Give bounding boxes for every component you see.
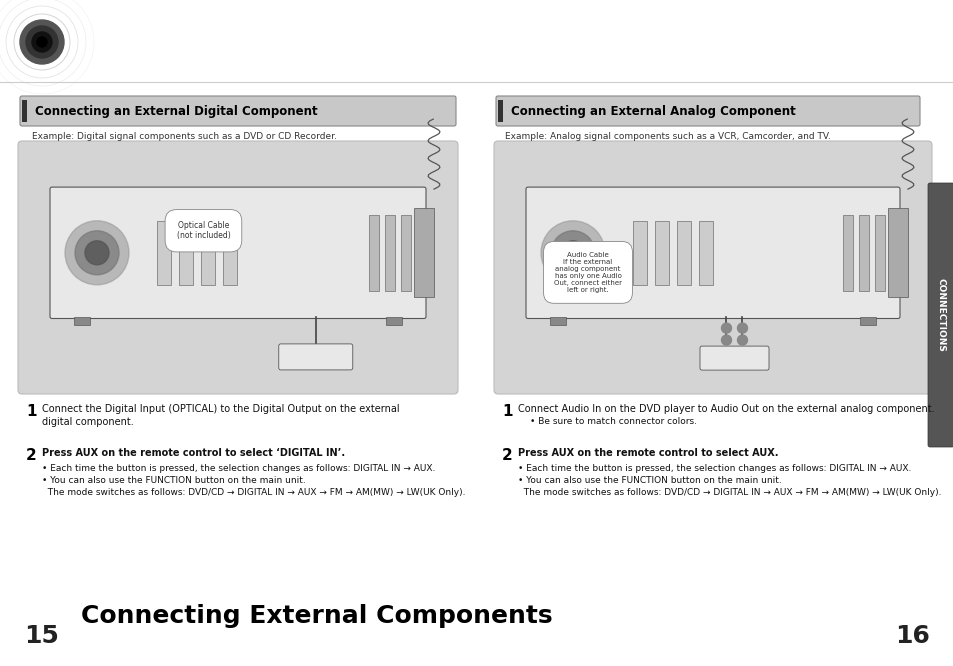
FancyBboxPatch shape — [927, 183, 953, 447]
Bar — [655, 221, 668, 284]
Bar — [677, 221, 690, 284]
Text: Example: Digital signal components such as a DVD or CD Recorder.: Example: Digital signal components such … — [32, 132, 336, 141]
Text: Optical Cable
(not included): Optical Cable (not included) — [176, 221, 230, 240]
Circle shape — [26, 26, 58, 58]
Circle shape — [85, 241, 109, 265]
Text: CONNECTIONS: CONNECTIONS — [936, 278, 944, 352]
FancyBboxPatch shape — [18, 141, 457, 394]
Bar — [386, 316, 401, 324]
Bar — [201, 221, 214, 284]
Text: Connect the Digital Input (OPTICAL) to the Digital Output on the external: Connect the Digital Input (OPTICAL) to t… — [42, 404, 399, 414]
Text: • Be sure to match connector colors.: • Be sure to match connector colors. — [530, 417, 697, 426]
Bar — [550, 316, 565, 324]
Circle shape — [75, 231, 119, 275]
Text: • Each time the button is pressed, the selection changes as follows: DIGITAL IN : • Each time the button is pressed, the s… — [517, 464, 910, 473]
Circle shape — [737, 323, 747, 333]
Circle shape — [551, 231, 595, 275]
Bar — [887, 208, 907, 298]
Text: 2: 2 — [26, 448, 37, 463]
Text: digital component.: digital component. — [42, 417, 133, 427]
Circle shape — [37, 37, 47, 47]
Circle shape — [65, 221, 129, 285]
Text: Press AUX on the remote control to select ‘DIGITAL IN’.: Press AUX on the remote control to selec… — [42, 448, 345, 458]
Bar — [74, 316, 90, 324]
Bar — [179, 221, 193, 284]
Circle shape — [720, 335, 731, 345]
Bar — [842, 214, 852, 291]
Bar — [874, 214, 884, 291]
Bar — [385, 214, 395, 291]
Text: The mode switches as follows: DVD/CD → DIGITAL IN → AUX → FM → AM(MW) → LW(UK On: The mode switches as follows: DVD/CD → D… — [517, 488, 941, 497]
Bar — [157, 221, 171, 284]
Text: 2: 2 — [501, 448, 512, 463]
Text: Connecting External Components: Connecting External Components — [81, 604, 552, 628]
Bar — [859, 316, 875, 324]
Text: 1: 1 — [26, 404, 36, 419]
Text: Audio Cable
If the external
analog component
has only one Audio
Out, connect eit: Audio Cable If the external analog compo… — [554, 252, 621, 293]
Circle shape — [540, 221, 604, 285]
FancyBboxPatch shape — [20, 96, 456, 126]
Text: Example: Analog signal components such as a VCR, Camcorder, and TV.: Example: Analog signal components such a… — [504, 132, 830, 141]
Bar — [22, 100, 27, 122]
Circle shape — [560, 241, 584, 265]
FancyBboxPatch shape — [496, 96, 919, 126]
Text: 16: 16 — [894, 624, 929, 648]
FancyBboxPatch shape — [278, 344, 353, 370]
Text: The mode switches as follows: DVD/CD → DIGITAL IN → AUX → FM → AM(MW) → LW(UK On: The mode switches as follows: DVD/CD → D… — [42, 488, 465, 497]
FancyBboxPatch shape — [494, 141, 931, 394]
Text: Press AUX on the remote control to select AUX.: Press AUX on the remote control to selec… — [517, 448, 778, 458]
Bar — [400, 214, 411, 291]
Circle shape — [720, 323, 731, 333]
Text: • You can also use the FUNCTION button on the main unit.: • You can also use the FUNCTION button o… — [42, 476, 305, 485]
FancyBboxPatch shape — [525, 187, 899, 318]
Bar — [699, 221, 712, 284]
Text: 15: 15 — [24, 624, 59, 648]
Circle shape — [32, 32, 52, 52]
Bar — [369, 214, 378, 291]
FancyBboxPatch shape — [700, 346, 768, 370]
Bar — [414, 208, 434, 298]
FancyBboxPatch shape — [50, 187, 426, 318]
Text: Connecting an External Digital Component: Connecting an External Digital Component — [35, 105, 317, 117]
Bar — [633, 221, 646, 284]
Circle shape — [20, 20, 64, 64]
Bar — [497, 100, 502, 122]
Bar — [858, 214, 868, 291]
Circle shape — [737, 335, 747, 345]
Text: • Each time the button is pressed, the selection changes as follows: DIGITAL IN : • Each time the button is pressed, the s… — [42, 464, 435, 473]
Text: • You can also use the FUNCTION button on the main unit.: • You can also use the FUNCTION button o… — [517, 476, 781, 485]
Text: Connecting an External Analog Component: Connecting an External Analog Component — [511, 105, 795, 117]
Text: Connect Audio In on the DVD player to Audio Out on the external analog component: Connect Audio In on the DVD player to Au… — [517, 404, 934, 414]
Bar — [223, 221, 236, 284]
Text: 1: 1 — [501, 404, 512, 419]
